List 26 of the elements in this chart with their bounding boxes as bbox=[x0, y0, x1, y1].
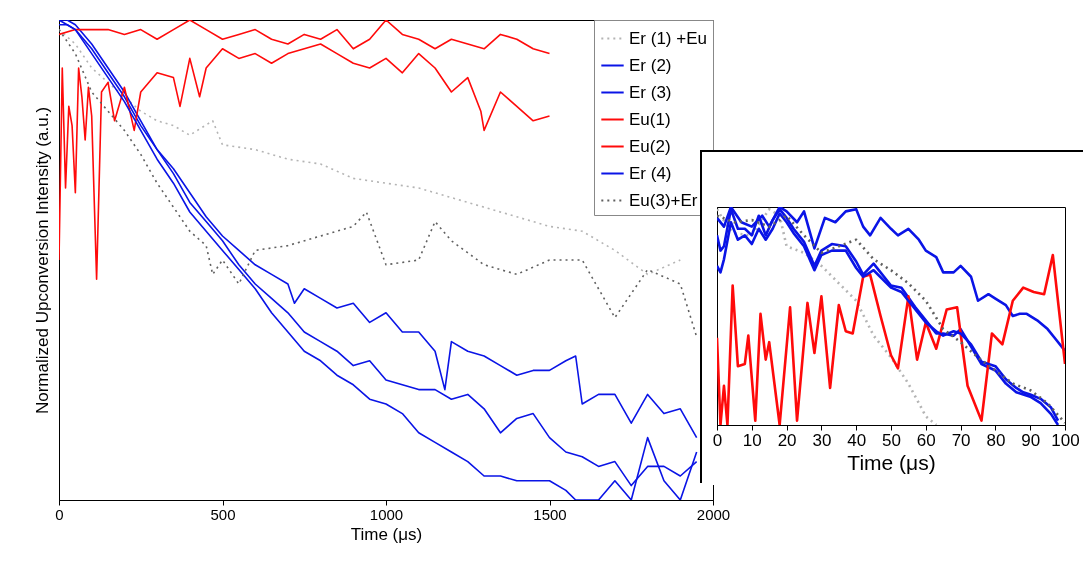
x-tick-label: 60 bbox=[916, 430, 936, 450]
x-axis-title: Time (μs) bbox=[847, 450, 936, 474]
x-tick-label: 50 bbox=[882, 430, 901, 450]
x-tick-label: 1000 bbox=[369, 505, 404, 523]
x-tick-label: 500 bbox=[210, 505, 236, 523]
y-axis-title: Normalized Upconversion Intensity (a.u.) bbox=[32, 106, 52, 415]
legend-label: Er (4) bbox=[629, 163, 672, 183]
x-tick-label: 10 bbox=[742, 430, 762, 450]
x-tick-label: 30 bbox=[812, 430, 832, 450]
x-tick-label: 1500 bbox=[533, 505, 567, 523]
x-tick-label: 2000 bbox=[696, 505, 731, 523]
legend-label: Eu(3)+Er bbox=[629, 190, 698, 210]
x-axis-title: Time (μs) bbox=[350, 524, 423, 544]
x-tick-label: 0 bbox=[712, 430, 723, 450]
legend-label: Eu(1) bbox=[629, 109, 671, 129]
x-tick-label: 70 bbox=[951, 430, 971, 450]
x-tick-label: 80 bbox=[986, 430, 1006, 450]
legend-label: Er (2) bbox=[629, 55, 672, 75]
x-tick-label: 90 bbox=[1021, 430, 1041, 450]
legend-label: Er (3) bbox=[629, 82, 672, 102]
legend-label: Eu(2) bbox=[629, 136, 671, 156]
legend-label: Er (1) +Eu bbox=[629, 28, 707, 48]
x-tick-label: 40 bbox=[847, 430, 867, 450]
x-tick-label: 20 bbox=[777, 430, 797, 450]
x-tick-label: 0 bbox=[55, 505, 64, 523]
x-tick-label: 100 bbox=[1051, 430, 1080, 450]
